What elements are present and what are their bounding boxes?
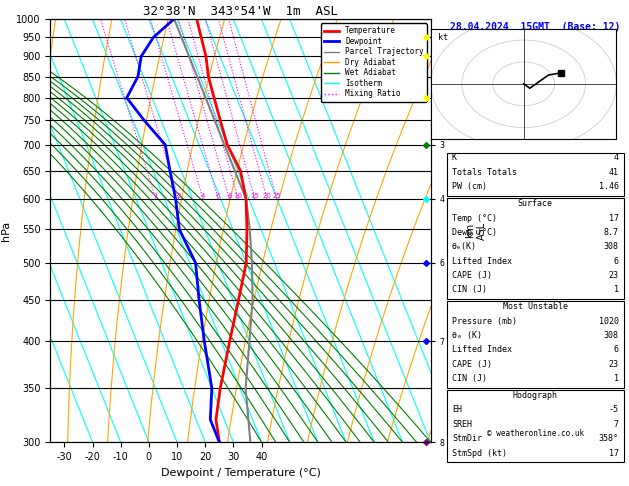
X-axis label: Dewpoint / Temperature (°C): Dewpoint / Temperature (°C) [160,468,320,478]
Text: StmDir: StmDir [452,434,482,443]
Text: 1: 1 [153,193,158,199]
Text: Most Unstable: Most Unstable [503,302,568,312]
Text: Dewp (°C): Dewp (°C) [452,228,497,237]
Text: CIN (J): CIN (J) [452,374,487,383]
Text: Lifted Index: Lifted Index [452,257,512,266]
FancyBboxPatch shape [447,390,624,462]
Text: CIN (J): CIN (J) [452,285,487,295]
Text: 8.7: 8.7 [604,228,618,237]
Text: SREH: SREH [452,420,472,429]
FancyBboxPatch shape [447,153,624,196]
Text: 8: 8 [227,193,231,199]
Text: 17: 17 [609,213,618,223]
Text: θₑ(K): θₑ(K) [452,242,477,251]
Text: Surface: Surface [518,199,553,208]
Text: StmSpd (kt): StmSpd (kt) [452,449,507,458]
Title: 32°38'N  343°54'W  1m  ASL: 32°38'N 343°54'W 1m ASL [143,5,338,18]
Text: Pressure (mb): Pressure (mb) [452,317,517,326]
Text: 4: 4 [614,154,618,162]
Text: 1.46: 1.46 [599,182,618,191]
Text: 28.04.2024  15GMT  (Base: 12): 28.04.2024 15GMT (Base: 12) [450,21,620,32]
Text: K: K [452,154,457,162]
Text: -5: -5 [609,405,618,415]
Text: 2: 2 [176,193,181,199]
Text: 308: 308 [604,242,618,251]
Text: 1020: 1020 [599,317,618,326]
Text: Lifted Index: Lifted Index [452,346,512,354]
Text: 6: 6 [614,257,618,266]
Text: 17: 17 [609,449,618,458]
Text: 4: 4 [201,193,205,199]
Text: 25: 25 [272,193,281,199]
Text: 10: 10 [234,193,243,199]
Legend: Temperature, Dewpoint, Parcel Trajectory, Dry Adiabat, Wet Adiabat, Isotherm, Mi: Temperature, Dewpoint, Parcel Trajectory… [321,23,427,102]
FancyBboxPatch shape [447,301,624,388]
Text: CAPE (J): CAPE (J) [452,271,492,280]
Text: kt: kt [438,33,448,42]
Text: EH: EH [452,405,462,415]
Text: 6: 6 [216,193,220,199]
Text: θₑ (K): θₑ (K) [452,331,482,340]
Text: Hodograph: Hodograph [513,391,558,400]
Text: 6: 6 [614,346,618,354]
Text: © weatheronline.co.uk: © weatheronline.co.uk [487,429,584,438]
Text: 1: 1 [614,374,618,383]
FancyBboxPatch shape [447,198,624,299]
Text: 1: 1 [614,285,618,295]
Text: 15: 15 [250,193,259,199]
Text: CAPE (J): CAPE (J) [452,360,492,369]
Text: 41: 41 [609,168,618,177]
Text: 308: 308 [604,331,618,340]
Text: PW (cm): PW (cm) [452,182,487,191]
Text: 20: 20 [262,193,272,199]
Text: 358°: 358° [599,434,618,443]
Text: 23: 23 [609,271,618,280]
Text: 23: 23 [609,360,618,369]
Y-axis label: km
ASL: km ASL [465,222,487,240]
Text: Temp (°C): Temp (°C) [452,213,497,223]
Y-axis label: hPa: hPa [1,221,11,241]
Text: Totals Totals: Totals Totals [452,168,517,177]
Text: 7: 7 [614,420,618,429]
